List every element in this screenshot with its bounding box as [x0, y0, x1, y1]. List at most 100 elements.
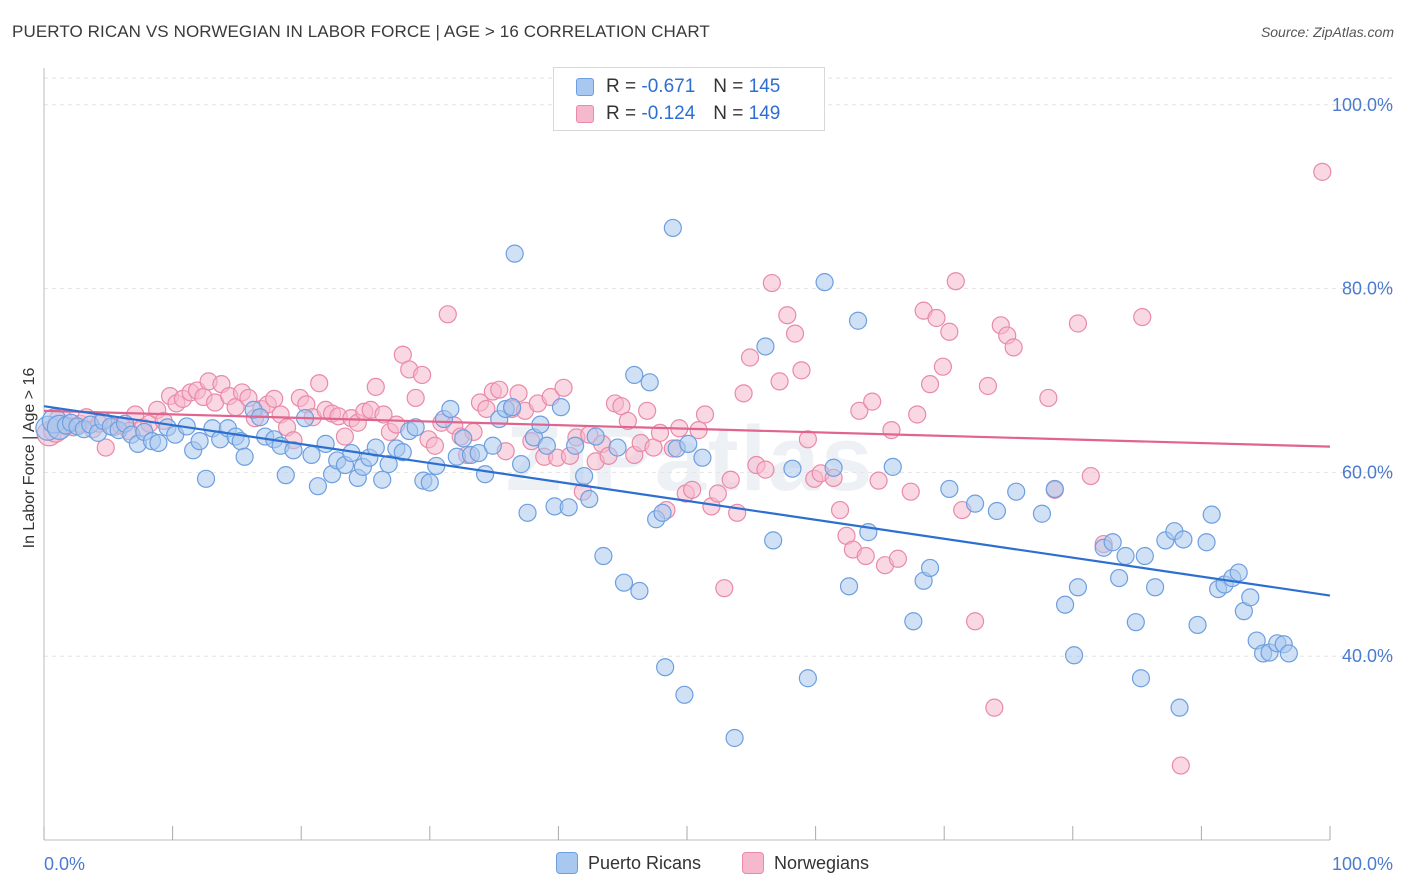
legend-swatch-blue: [576, 78, 594, 96]
data-point: [284, 441, 303, 460]
data-point: [477, 399, 496, 419]
data-point: [940, 479, 959, 499]
legend-row-puerto-ricans: R = -0.671 N = 145: [576, 75, 780, 99]
data-point: [512, 455, 531, 474]
data-point: [933, 357, 953, 376]
data-point: [1188, 615, 1207, 635]
data-point: [469, 443, 488, 463]
legend-r-value: -0.124: [641, 103, 696, 124]
norwegians-trend-line: [43, 409, 1331, 448]
data-point: [1197, 533, 1216, 552]
data-point: [638, 401, 657, 420]
data-point: [1007, 482, 1026, 501]
data-point: [335, 427, 355, 446]
data-point: [1045, 479, 1064, 499]
legend-r-label: R =: [606, 103, 637, 124]
data-point: [614, 573, 634, 592]
data-point: [640, 373, 659, 392]
data-point: [518, 503, 537, 522]
data-point: [792, 361, 811, 380]
data-point: [908, 405, 927, 424]
data-point: [503, 398, 522, 417]
data-point: [393, 443, 412, 462]
data-point: [1032, 504, 1052, 523]
y-tick-label: 60.0%: [1342, 462, 1393, 482]
data-point: [904, 612, 923, 631]
data-point: [1064, 646, 1084, 665]
data-point: [798, 669, 817, 688]
bottom-legend-swatch-pink: [742, 852, 764, 874]
legend-r-label: R =: [606, 76, 637, 97]
legend-row-norwegians: R = -0.124 N = 149: [576, 102, 780, 126]
data-point: [1116, 546, 1135, 566]
data-point: [308, 477, 328, 496]
data-point: [1081, 466, 1100, 486]
data-point: [863, 392, 882, 411]
data-point: [265, 389, 284, 408]
grid-lines: [44, 77, 1394, 657]
data-point: [756, 460, 775, 479]
x-tick-label: 100.0%: [1332, 854, 1393, 874]
data-point: [693, 448, 712, 467]
data-point: [566, 436, 585, 455]
data-point: [721, 470, 740, 489]
data-point: [1174, 530, 1193, 549]
data-point: [708, 484, 727, 503]
data-point: [653, 503, 672, 522]
data-point: [618, 411, 637, 431]
data-point: [830, 500, 850, 520]
data-point: [441, 399, 460, 419]
data-point: [454, 429, 473, 448]
data-point: [656, 658, 675, 677]
data-point: [679, 434, 698, 453]
data-point: [734, 384, 753, 403]
data-point: [1170, 698, 1189, 717]
data-point: [740, 348, 760, 367]
data-point: [425, 436, 445, 455]
data-point: [695, 405, 715, 424]
data-point: [190, 432, 209, 451]
bottom-legend-label: Puerto Ricans: [588, 852, 702, 873]
trend-lines: [43, 405, 1331, 597]
legend-n-value: 145: [748, 76, 781, 97]
data-point: [725, 728, 744, 748]
data-point: [783, 459, 802, 478]
y-tick-label: 80.0%: [1342, 279, 1393, 299]
data-point: [1279, 644, 1298, 663]
data-point: [551, 398, 571, 417]
data-point: [920, 375, 940, 394]
data-point: [1068, 314, 1088, 333]
data-point: [196, 469, 216, 488]
data-point: [927, 308, 946, 328]
data-point: [594, 546, 613, 566]
data-point: [882, 421, 901, 440]
source-label: Source: ZipAtlas.com: [1260, 24, 1394, 40]
data-point: [483, 436, 502, 455]
data-point: [310, 374, 329, 393]
data-point: [869, 471, 888, 490]
data-point: [940, 322, 959, 341]
bottom-legend-swatch-blue: [556, 852, 578, 874]
data-point: [406, 418, 425, 437]
data-point: [490, 380, 509, 399]
data-point: [475, 465, 495, 484]
data-point: [1133, 307, 1152, 327]
data-point: [1146, 578, 1165, 597]
data-point: [778, 306, 797, 325]
data-point: [663, 218, 682, 238]
x-tick-label: 0.0%: [44, 854, 85, 874]
data-point: [427, 456, 446, 476]
data-point: [785, 324, 805, 343]
data-point: [815, 273, 834, 292]
bottom-legend-norwegians: Norwegians: [742, 852, 869, 874]
data-point: [1229, 563, 1248, 582]
data-point: [374, 405, 393, 424]
data-point: [625, 365, 644, 385]
data-point: [316, 434, 335, 453]
data-point: [1131, 669, 1151, 688]
data-point: [420, 473, 439, 492]
data-point: [715, 579, 734, 598]
data-point: [96, 438, 115, 457]
bottom-legend-label: Norwegians: [774, 852, 870, 873]
